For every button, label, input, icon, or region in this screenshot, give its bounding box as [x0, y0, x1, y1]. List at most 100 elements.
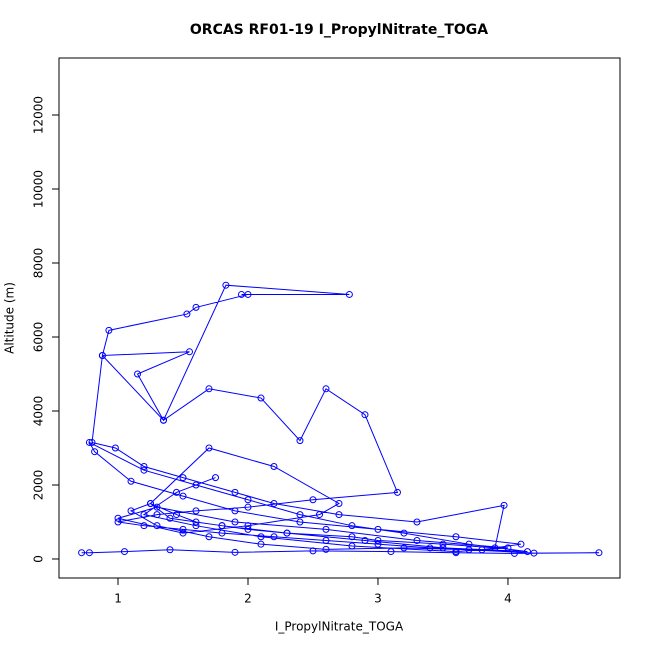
- point: [439, 544, 447, 552]
- point: [134, 370, 142, 378]
- point: [270, 533, 278, 541]
- y-tick-label: 12000: [32, 96, 46, 134]
- point: [374, 525, 382, 533]
- point: [78, 549, 86, 557]
- point: [153, 511, 161, 519]
- point: [361, 536, 369, 544]
- y-tick-label: 0: [32, 555, 46, 563]
- point: [296, 511, 304, 519]
- point: [153, 503, 161, 511]
- point: [153, 522, 161, 530]
- point: [127, 507, 135, 515]
- point: [393, 488, 401, 496]
- point: [348, 522, 356, 530]
- point: [160, 416, 168, 424]
- series-line: [81, 284, 599, 554]
- point: [322, 385, 330, 393]
- point: [400, 529, 408, 537]
- point: [296, 437, 304, 445]
- point: [205, 533, 213, 541]
- x-tick-label: 4: [504, 592, 512, 606]
- point: [244, 290, 252, 298]
- point: [530, 549, 538, 557]
- point: [510, 549, 518, 557]
- point: [218, 522, 226, 530]
- y-axis-label: Altitude (m): [3, 282, 17, 354]
- point: [121, 548, 129, 556]
- point: [296, 518, 304, 526]
- point: [179, 525, 187, 533]
- point: [140, 511, 148, 519]
- point: [140, 522, 148, 530]
- point: [140, 462, 148, 470]
- point: [345, 290, 353, 298]
- y-tick-label: 8000: [32, 248, 46, 279]
- point: [348, 542, 356, 550]
- point: [183, 310, 191, 318]
- point: [283, 529, 291, 537]
- point: [322, 545, 330, 553]
- point: [315, 511, 323, 519]
- point: [374, 540, 382, 548]
- point: [222, 281, 230, 289]
- point: [322, 525, 330, 533]
- point: [523, 548, 531, 556]
- point: [114, 514, 122, 522]
- point: [374, 536, 382, 544]
- point: [309, 496, 317, 504]
- chart-title: ORCAS RF01-19 I_PropylNitrate_TOGA: [190, 22, 488, 38]
- point: [166, 514, 174, 522]
- point: [439, 540, 447, 548]
- point: [270, 499, 278, 507]
- point: [114, 518, 122, 526]
- point: [231, 518, 239, 526]
- point: [257, 394, 265, 402]
- point: [147, 499, 155, 507]
- point: [231, 507, 239, 515]
- point: [335, 511, 343, 519]
- point: [244, 496, 252, 504]
- point: [98, 351, 106, 359]
- point: [179, 492, 187, 500]
- point: [309, 547, 317, 555]
- point: [231, 488, 239, 496]
- point: [244, 522, 252, 530]
- point: [231, 548, 239, 556]
- point: [205, 385, 213, 393]
- point: [426, 544, 434, 552]
- point: [218, 529, 226, 537]
- point: [491, 544, 499, 552]
- point: [166, 546, 174, 554]
- point: [465, 540, 473, 548]
- point: [348, 533, 356, 541]
- point: [452, 533, 460, 541]
- point: [478, 546, 486, 554]
- point: [192, 507, 200, 515]
- x-tick-label: 1: [114, 592, 122, 606]
- y-tick-label: 4000: [32, 396, 46, 427]
- point: [186, 348, 194, 356]
- y-tick-label: 10000: [32, 170, 46, 208]
- point: [140, 466, 148, 474]
- point: [387, 548, 395, 556]
- point: [257, 533, 265, 541]
- point: [244, 525, 252, 533]
- point: [192, 303, 200, 311]
- point: [452, 548, 460, 556]
- point: [192, 522, 200, 530]
- point: [211, 474, 219, 482]
- point: [88, 438, 96, 446]
- point: [111, 444, 119, 452]
- point: [335, 499, 343, 507]
- point: [85, 549, 93, 557]
- point: [173, 511, 181, 519]
- point: [517, 540, 525, 548]
- point: [270, 462, 278, 470]
- point: [85, 438, 93, 446]
- point: [205, 444, 213, 452]
- point: [322, 536, 330, 544]
- plot-frame: [58, 57, 621, 579]
- point: [192, 481, 200, 489]
